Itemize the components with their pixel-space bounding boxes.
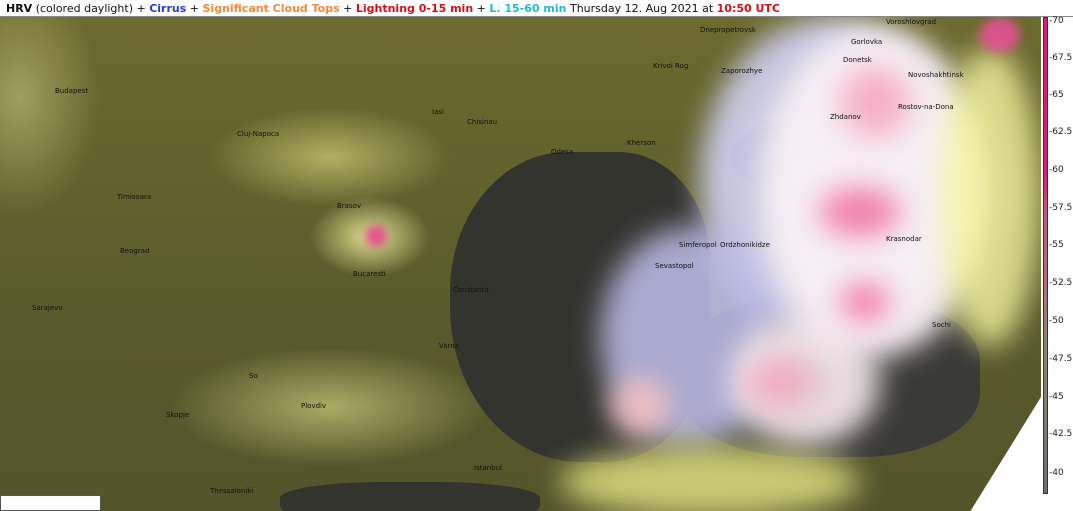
colorbar-tick: -65 xyxy=(1049,90,1064,100)
city-label: Novoshakhtinsk xyxy=(908,71,964,79)
title-time: 10:50 UTC xyxy=(716,2,780,15)
title-date: Thursday 12. Aug 2021 at xyxy=(566,2,717,15)
aegean-sea xyxy=(280,482,540,511)
title-sep: + xyxy=(473,2,490,15)
colorbar-tick: -42.5 xyxy=(1049,429,1073,439)
city-label: Odesa xyxy=(551,148,574,156)
colorbar-tick: -52.5 xyxy=(1049,278,1073,288)
city-label: Zhdanov xyxy=(830,113,861,121)
title-sep: + xyxy=(186,2,203,15)
colorbar-tick: -57.5 xyxy=(1049,203,1073,213)
cold-cloud-top xyxy=(820,187,900,237)
city-label: Sarajevo xyxy=(32,304,63,312)
colorbar-tick: -60 xyxy=(1049,165,1064,175)
colorbar-tick: -45 xyxy=(1049,392,1064,402)
city-label: Varna xyxy=(439,342,460,350)
cold-cloud-top xyxy=(610,377,670,437)
title-lightning-15-60: L. 15-60 min xyxy=(489,2,567,15)
city-label: Sochi xyxy=(932,321,951,329)
city-label: So xyxy=(249,372,258,380)
colorbar-tick: -62.5 xyxy=(1049,127,1073,137)
title-hrv-desc: (colored daylight) + xyxy=(32,2,150,15)
cold-cloud-top xyxy=(745,357,815,407)
colorbar-tick: -40 xyxy=(1049,468,1064,478)
city-label: Thessaloniki xyxy=(210,487,254,495)
colorbar-tick: -67.5 xyxy=(1049,53,1073,63)
logo-box xyxy=(0,495,101,511)
city-label: Sevastopol xyxy=(655,262,694,270)
colorbar-tick: -47.5 xyxy=(1049,354,1073,364)
city-label: Bucaresti xyxy=(353,270,386,278)
city-label: Istanbul xyxy=(474,464,503,472)
city-label: Dnepropetrovsk xyxy=(700,26,756,34)
cold-cloud-top xyxy=(980,17,1020,52)
yellow-cloud xyxy=(560,447,860,511)
city-label: Voroshlovgrad xyxy=(886,18,937,26)
city-label: Gorlovka xyxy=(851,38,883,46)
city-label: Cluj-Napoca xyxy=(237,130,280,138)
title-hrv: HRV xyxy=(6,2,33,15)
title-cirrus: Cirrus xyxy=(149,2,187,15)
colorbar-tick: -55 xyxy=(1049,240,1064,250)
city-label: Budapest xyxy=(55,87,89,95)
city-label: Zaporozhye xyxy=(721,67,763,75)
city-label: Plovdiv xyxy=(301,402,327,410)
city-label: Beograd xyxy=(120,247,150,255)
colorbar-tick: -50 xyxy=(1049,316,1064,326)
city-label: Iasi xyxy=(432,108,444,116)
city-label: Simferopol xyxy=(679,241,717,249)
map-title: HRV (colored daylight) + Cirrus + Signif… xyxy=(0,0,1073,17)
title-sep: + xyxy=(339,2,356,15)
cold-cloud-top xyxy=(840,67,910,137)
city-label: Skopje xyxy=(166,411,190,419)
city-label: Donetsk xyxy=(843,56,872,64)
cold-cloud-top xyxy=(840,282,890,322)
colorbar xyxy=(1043,17,1048,494)
city-label: Krivoi Rog xyxy=(653,62,689,70)
city-label: Rostov-na-Dona xyxy=(898,103,954,111)
city-label: Chisinau xyxy=(467,118,498,126)
title-cloud-tops: Significant Cloud Tops xyxy=(202,2,340,15)
title-lightning: Lightning 0-15 min xyxy=(355,2,474,15)
city-label: Kherson xyxy=(627,139,656,147)
colorbar-tick: -70 xyxy=(1049,16,1064,26)
city-label: Constanta xyxy=(453,286,489,294)
yellow-cloud xyxy=(940,47,1040,347)
city-label: Brasov xyxy=(337,202,362,210)
satellite-map[interactable] xyxy=(0,17,1041,511)
city-label: Ordzhonikidze xyxy=(720,241,770,249)
city-label: Krasnodar xyxy=(886,235,922,243)
city-label: Timisoara xyxy=(117,193,152,201)
cold-cloud-top xyxy=(365,225,387,247)
